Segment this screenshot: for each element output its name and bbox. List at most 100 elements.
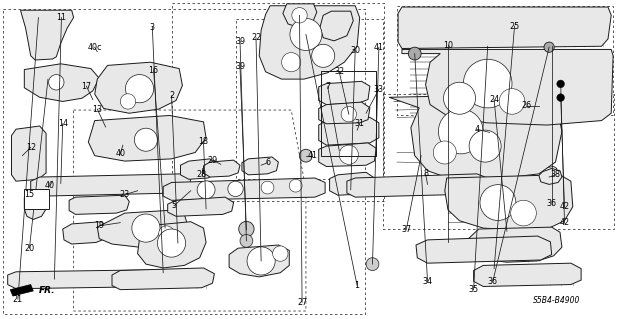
Polygon shape bbox=[468, 227, 562, 262]
Polygon shape bbox=[180, 159, 216, 179]
Circle shape bbox=[290, 19, 322, 50]
Text: 34: 34 bbox=[422, 277, 433, 286]
Polygon shape bbox=[168, 197, 234, 216]
Polygon shape bbox=[398, 7, 611, 48]
Polygon shape bbox=[389, 94, 562, 180]
Polygon shape bbox=[63, 222, 108, 244]
Text: 37: 37 bbox=[401, 225, 412, 234]
Polygon shape bbox=[259, 6, 360, 79]
Text: 39: 39 bbox=[235, 37, 245, 46]
Bar bbox=[24, 189, 49, 209]
Polygon shape bbox=[112, 268, 214, 290]
Text: 18: 18 bbox=[198, 137, 209, 146]
Text: 36: 36 bbox=[547, 199, 557, 208]
Circle shape bbox=[438, 109, 483, 154]
Bar bbox=[321, 71, 376, 156]
Text: 35: 35 bbox=[468, 285, 479, 294]
Polygon shape bbox=[31, 174, 191, 196]
Text: 16: 16 bbox=[148, 66, 159, 75]
Circle shape bbox=[273, 246, 288, 261]
Text: 40c: 40c bbox=[88, 43, 102, 52]
Text: 2: 2 bbox=[169, 91, 174, 100]
Polygon shape bbox=[347, 174, 488, 197]
Polygon shape bbox=[330, 172, 374, 195]
Circle shape bbox=[197, 181, 215, 199]
Text: 1: 1 bbox=[355, 281, 360, 290]
Polygon shape bbox=[163, 178, 325, 200]
Circle shape bbox=[159, 226, 174, 241]
Polygon shape bbox=[138, 222, 206, 268]
Circle shape bbox=[339, 145, 358, 164]
Polygon shape bbox=[416, 236, 552, 263]
Circle shape bbox=[366, 258, 379, 271]
Circle shape bbox=[282, 53, 301, 72]
Circle shape bbox=[444, 82, 476, 114]
Text: 17: 17 bbox=[81, 82, 92, 91]
Text: 4: 4 bbox=[474, 125, 479, 134]
Circle shape bbox=[120, 94, 136, 109]
Circle shape bbox=[240, 234, 253, 247]
Polygon shape bbox=[319, 81, 370, 105]
Polygon shape bbox=[283, 4, 317, 28]
Circle shape bbox=[300, 149, 312, 162]
Text: 14: 14 bbox=[58, 119, 68, 128]
Polygon shape bbox=[539, 168, 562, 184]
Text: 40: 40 bbox=[45, 181, 55, 190]
Circle shape bbox=[125, 75, 154, 103]
Polygon shape bbox=[24, 64, 99, 101]
Text: 31: 31 bbox=[355, 119, 365, 128]
Circle shape bbox=[134, 128, 157, 151]
Polygon shape bbox=[320, 11, 353, 41]
Text: 3: 3 bbox=[150, 23, 155, 32]
Polygon shape bbox=[229, 245, 289, 277]
Circle shape bbox=[557, 94, 564, 101]
Circle shape bbox=[511, 200, 536, 226]
Text: 24: 24 bbox=[489, 95, 499, 104]
Text: 29: 29 bbox=[207, 156, 218, 165]
Text: 13: 13 bbox=[92, 105, 102, 114]
Text: 27: 27 bbox=[297, 298, 307, 307]
Polygon shape bbox=[402, 49, 613, 125]
Text: 19: 19 bbox=[94, 221, 104, 230]
Polygon shape bbox=[97, 210, 189, 247]
Text: 38: 38 bbox=[550, 170, 561, 179]
Circle shape bbox=[261, 181, 274, 194]
Text: 36: 36 bbox=[488, 277, 498, 286]
Text: 26: 26 bbox=[521, 101, 531, 110]
Text: 41: 41 bbox=[374, 43, 384, 52]
Text: 30: 30 bbox=[350, 46, 360, 55]
Text: 42: 42 bbox=[559, 202, 570, 211]
Circle shape bbox=[463, 59, 512, 108]
Text: 39: 39 bbox=[235, 63, 245, 71]
Circle shape bbox=[239, 221, 254, 237]
Polygon shape bbox=[95, 62, 182, 113]
Text: 15: 15 bbox=[24, 190, 35, 199]
Text: 7: 7 bbox=[325, 82, 330, 91]
Circle shape bbox=[469, 130, 501, 162]
Text: S5B4-B4900: S5B4-B4900 bbox=[533, 296, 580, 305]
Circle shape bbox=[292, 8, 307, 23]
Circle shape bbox=[480, 185, 516, 220]
Polygon shape bbox=[204, 160, 240, 177]
Circle shape bbox=[312, 44, 335, 67]
Polygon shape bbox=[474, 263, 581, 286]
Text: 10: 10 bbox=[443, 41, 453, 50]
Text: 12: 12 bbox=[26, 143, 36, 152]
Text: 42: 42 bbox=[559, 218, 570, 227]
Circle shape bbox=[341, 107, 356, 122]
Polygon shape bbox=[24, 190, 48, 219]
Circle shape bbox=[557, 80, 564, 88]
Polygon shape bbox=[10, 285, 33, 296]
Circle shape bbox=[157, 229, 186, 257]
Polygon shape bbox=[12, 126, 46, 181]
Text: 41: 41 bbox=[307, 151, 317, 160]
Polygon shape bbox=[8, 270, 178, 289]
Circle shape bbox=[499, 89, 525, 114]
Text: FR.: FR. bbox=[38, 286, 55, 295]
Text: 25: 25 bbox=[509, 22, 520, 31]
Text: 33: 33 bbox=[374, 85, 384, 94]
Circle shape bbox=[247, 247, 275, 275]
Text: 8: 8 bbox=[423, 169, 428, 178]
Text: 21: 21 bbox=[13, 295, 23, 304]
Text: 5: 5 bbox=[172, 201, 177, 210]
